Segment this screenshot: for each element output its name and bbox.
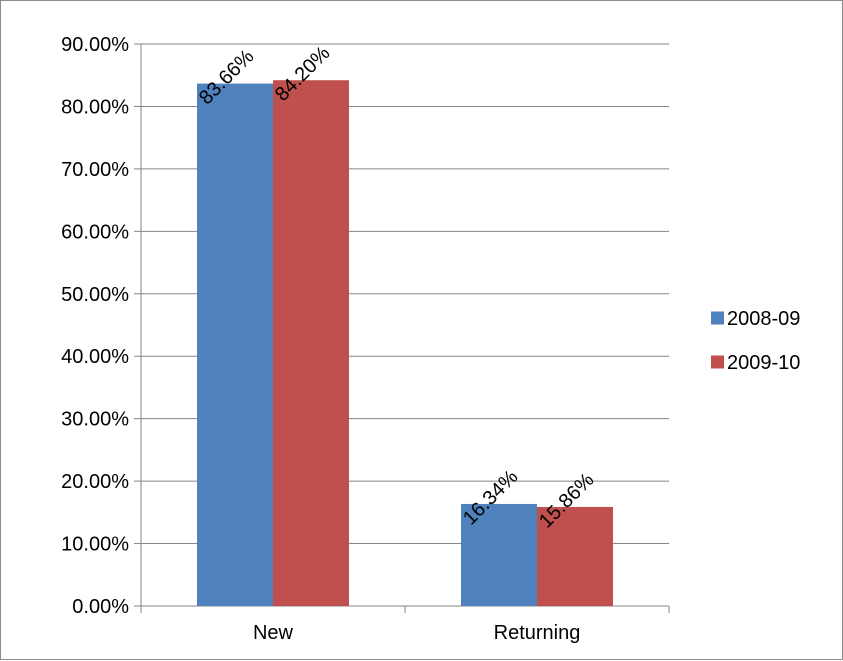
- x-tick-label: New: [253, 622, 294, 644]
- x-tick-label: Returning: [494, 622, 581, 644]
- y-tick-label: 0.00%: [72, 596, 129, 618]
- bar-2008-09-new: [197, 83, 273, 606]
- y-tick-label: 10.00%: [61, 534, 129, 556]
- legend: 2008-09 2009-10: [711, 308, 800, 374]
- legend-swatch: [711, 355, 724, 369]
- legend-swatch: [711, 311, 724, 325]
- y-tick-label: 40.00%: [61, 346, 129, 368]
- y-tick-label: 70.00%: [61, 159, 129, 181]
- y-tick-label: 20.00%: [61, 471, 129, 493]
- bar-2009-10-new: [273, 80, 349, 607]
- y-tick-label: 30.00%: [61, 409, 129, 431]
- y-tick-label: 80.00%: [61, 96, 129, 118]
- legend-label: 2009-10: [727, 352, 800, 374]
- y-tick-label: 60.00%: [61, 221, 129, 243]
- y-tick-label: 90.00%: [61, 34, 129, 56]
- bar-2008-09-returning: [461, 503, 537, 606]
- legend-label: 2008-09: [727, 308, 800, 330]
- bar-2009-10-returning: [537, 506, 613, 606]
- bars: [197, 80, 613, 607]
- y-tick-label: 50.00%: [61, 284, 129, 306]
- axes: 0.00% 10.00% 20.00% 30.00% 40.00% 50.00% 60.00…: [61, 34, 670, 644]
